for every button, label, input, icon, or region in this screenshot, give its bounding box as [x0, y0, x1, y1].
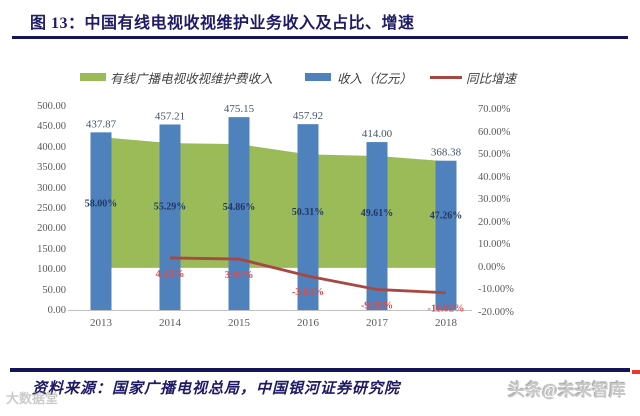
- left-axis-tick: 250.00: [37, 203, 66, 214]
- bar-2013: [90, 132, 112, 311]
- legend-label-area: 有线广播电视收视维护费收入: [110, 72, 273, 86]
- x-tick-2017: 2017: [366, 317, 389, 329]
- bar-2016: [297, 124, 319, 311]
- x-tick-2018: 2018: [435, 317, 458, 329]
- right-axis-tick: 10.00%: [478, 239, 511, 251]
- left-axis-tick: 200.00: [37, 223, 66, 235]
- bar-value-label: 368.38: [431, 147, 462, 159]
- x-tick-2016: 2016: [297, 317, 320, 329]
- legend-line-swatch-icon: [430, 76, 462, 79]
- left-axis-tick: 100.00: [37, 264, 66, 276]
- title-divider: [12, 36, 628, 39]
- bar-2015: [228, 117, 250, 312]
- chart-plot-area: 2013 2014 2015 2016 2017 2018 437.87 457.21 475.…: [68, 103, 472, 329]
- growth-line-series: [169, 256, 447, 295]
- right-axis-tick: 50.00%: [478, 149, 511, 161]
- right-axis-tick: 0.00%: [478, 261, 506, 273]
- bar-value-label: 437.87: [86, 118, 117, 130]
- legend-label-line: 同比增速: [466, 72, 517, 86]
- watermark-bottom-right: 头条@未来智库: [508, 381, 626, 400]
- right-axis-tick: 70.00%: [478, 104, 511, 115]
- growth-value-label: -9.59%: [361, 301, 393, 312]
- bar-2018: [435, 160, 457, 311]
- left-axis-tick: 300.00: [37, 182, 66, 194]
- growth-value-label: -3.63%: [292, 287, 324, 298]
- x-tick-2015: 2015: [228, 317, 251, 329]
- left-axis-tick: 350.00: [37, 162, 66, 174]
- right-axis-tick: -10.00%: [478, 284, 514, 296]
- growth-value-label: -11.02%: [427, 304, 464, 315]
- bar-value-label: 457.21: [155, 110, 185, 122]
- growth-value-label: 3.92%: [225, 270, 254, 281]
- left-axis-tick: 450.00: [37, 121, 66, 133]
- bar-value-label: 475.15: [224, 103, 255, 115]
- area-series: [101, 137, 446, 268]
- bar-2017: [366, 142, 388, 311]
- right-axis-tick: 60.00%: [478, 126, 511, 138]
- watermark-bottom-left: 大数据堂: [6, 391, 59, 406]
- legend-bar-swatch-icon: [305, 73, 331, 81]
- right-axis-tick: 20.00%: [478, 216, 511, 228]
- right-axis-tick: 30.00%: [478, 194, 511, 206]
- chart-legend: 有线广播电视收视维护费收入 收入（亿元） 同比增速: [0, 68, 640, 88]
- area-pct-label: 58.00%: [85, 198, 118, 209]
- source-note: 资料来源：国家广播电视总局，中国银河证券研究院: [32, 381, 401, 397]
- legend-label-bar: 收入（亿元）: [337, 72, 413, 86]
- area-pct-label: 54.86%: [223, 202, 256, 213]
- area-pct-label: 50.31%: [292, 207, 325, 218]
- left-axis-tick: 150.00: [37, 243, 66, 255]
- left-axis-tick: 50.00: [42, 284, 66, 296]
- left-axis-tick: 0.00: [47, 305, 66, 316]
- right-axis-tick: -20.00%: [478, 307, 514, 318]
- footer-divider: [10, 368, 630, 372]
- left-axis-tick: 400.00: [37, 141, 66, 153]
- figure-title: 图 13：中国有线电视收视维护业务收入及占比、增速: [30, 15, 415, 32]
- footer-divider-red-tip: [632, 370, 640, 374]
- area-pct-label: 55.29%: [154, 202, 187, 213]
- left-axis-tick: 500.00: [37, 101, 66, 112]
- x-tick-2013: 2013: [90, 317, 113, 329]
- right-axis-tick: 40.00%: [478, 171, 511, 183]
- bar-value-label: 457.92: [293, 110, 323, 122]
- area-pct-label: 49.61%: [361, 208, 394, 219]
- bar-value-label: 414.00: [362, 128, 393, 140]
- growth-value-label: 4.42%: [156, 269, 185, 280]
- area-pct-label: 47.26%: [430, 211, 463, 222]
- x-tick-2014: 2014: [159, 317, 182, 329]
- bar-2014: [159, 124, 181, 312]
- legend-area-swatch-icon: [80, 73, 106, 81]
